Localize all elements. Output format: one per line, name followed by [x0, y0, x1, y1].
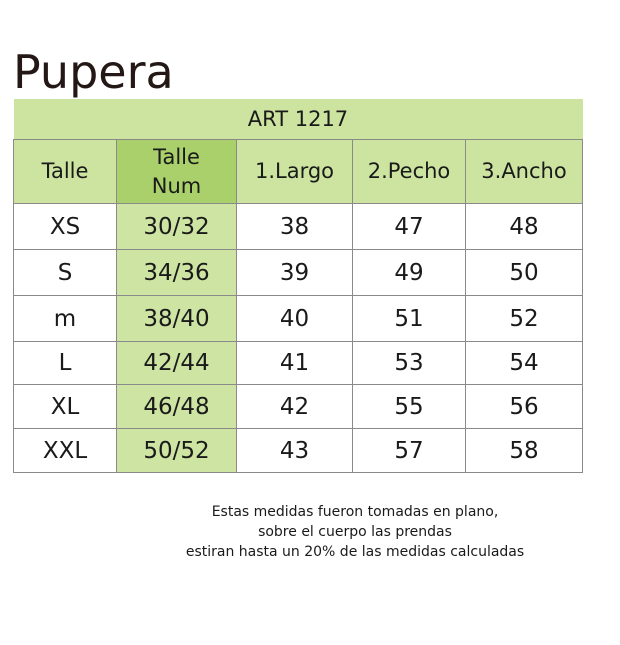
cell-ancho: 50: [465, 249, 583, 296]
header-talle: Talle: [13, 139, 117, 204]
table-row: XXL 50/52 43 57 58: [13, 428, 583, 473]
cell-pecho: 51: [352, 295, 466, 342]
cell-talle: S: [13, 249, 117, 296]
table-row: XS 30/32 38 47 48: [13, 203, 583, 250]
cell-talle: L: [13, 341, 117, 385]
cell-pecho: 49: [352, 249, 466, 296]
cell-pecho: 53: [352, 341, 466, 385]
cell-largo: 39: [236, 249, 353, 296]
note-line: sobre el cuerpo las prendas: [258, 524, 452, 540]
measurement-notes: Estas medidas fueron tomadas en plano, s…: [140, 502, 570, 562]
cell-largo: 40: [236, 295, 353, 342]
note-line: Estas medidas fueron tomadas en plano,: [211, 504, 499, 520]
header-largo: 1.Largo: [236, 139, 353, 204]
size-table: ART 1217 Talle Talle Num 1.Largo 2.Pecho…: [13, 99, 583, 473]
cell-talle: XS: [13, 203, 117, 250]
note-line: estiran hasta un 20% de las medidas calc…: [185, 544, 525, 560]
cell-talle-num: 34/36: [116, 249, 237, 296]
cell-talle: m: [13, 295, 117, 342]
cell-largo: 43: [236, 428, 353, 473]
cell-talle-num: 38/40: [116, 295, 237, 342]
cell-talle-num: 30/32: [116, 203, 237, 250]
cell-largo: 42: [236, 384, 353, 429]
header-ancho: 3.Ancho: [465, 139, 583, 204]
header-talle-num: Talle Num: [116, 139, 237, 204]
cell-largo: 41: [236, 341, 353, 385]
header-row: Talle Talle Num 1.Largo 2.Pecho 3.Ancho: [13, 139, 583, 204]
cell-largo: 38: [236, 203, 353, 250]
cell-pecho: 57: [352, 428, 466, 473]
table-row: m 38/40 40 51 52: [13, 295, 583, 342]
cell-ancho: 54: [465, 341, 583, 385]
art-label: ART 1217: [13, 99, 583, 140]
cell-ancho: 52: [465, 295, 583, 342]
cell-pecho: 47: [352, 203, 466, 250]
cell-ancho: 58: [465, 428, 583, 473]
cell-talle: XL: [13, 384, 117, 429]
page-title: Pupera: [13, 45, 174, 99]
table-row: XL 46/48 42 55 56: [13, 384, 583, 429]
cell-talle: XXL: [13, 428, 117, 473]
cell-ancho: 56: [465, 384, 583, 429]
cell-ancho: 48: [465, 203, 583, 250]
cell-talle-num: 46/48: [116, 384, 237, 429]
art-row: ART 1217: [13, 99, 583, 140]
cell-pecho: 55: [352, 384, 466, 429]
header-pecho: 2.Pecho: [352, 139, 466, 204]
cell-talle-num: 50/52: [116, 428, 237, 473]
cell-talle-num: 42/44: [116, 341, 237, 385]
table-row: L 42/44 41 53 54: [13, 341, 583, 385]
table-row: S 34/36 39 49 50: [13, 249, 583, 296]
